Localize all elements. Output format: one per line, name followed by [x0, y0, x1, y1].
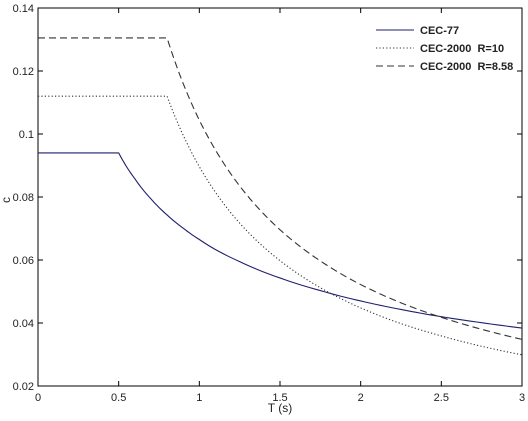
y-tick-label: 0.02 — [13, 381, 34, 393]
series-line — [38, 152, 523, 329]
x-tick-label: 3 — [519, 392, 525, 404]
y-axis-ticks: 0.02 0.04 0.06 0.08 0.1 0.12 0.14 — [13, 3, 522, 393]
x-tick-label: 0 — [35, 392, 41, 404]
y-tick-label: 0.08 — [13, 192, 34, 204]
y-tick-label: 0.14 — [13, 3, 34, 15]
x-axis-ticks: 0 0.5 1 1.5 2 2.5 3 — [35, 8, 525, 404]
y-tick-label: 0.12 — [13, 66, 34, 78]
series-layer — [38, 37, 523, 356]
x-tick-label: 2 — [358, 392, 364, 404]
x-tick-label: 1.5 — [272, 392, 287, 404]
legend-label: CEC-2000 R=10 — [420, 43, 504, 55]
legend-label: CEC-2000 R=8.58 — [420, 61, 513, 73]
y-axis-label: c — [0, 197, 13, 203]
legend-label: CEC-77 — [420, 25, 459, 37]
y-tick-label: 0.06 — [13, 255, 34, 267]
x-tick-label: 1 — [196, 392, 202, 404]
series-line — [38, 95, 523, 356]
series-line — [38, 37, 523, 340]
x-axis-label: T (s) — [268, 401, 292, 415]
x-tick-label: 0.5 — [111, 392, 126, 404]
y-tick-label: 0.04 — [13, 318, 34, 330]
x-tick-label: 2.5 — [434, 392, 449, 404]
plot-area — [37, 7, 523, 387]
y-tick-label: 0.1 — [19, 129, 34, 141]
legend: CEC-77 CEC-2000 R=10 CEC-2000 R=8.58 — [376, 25, 513, 73]
